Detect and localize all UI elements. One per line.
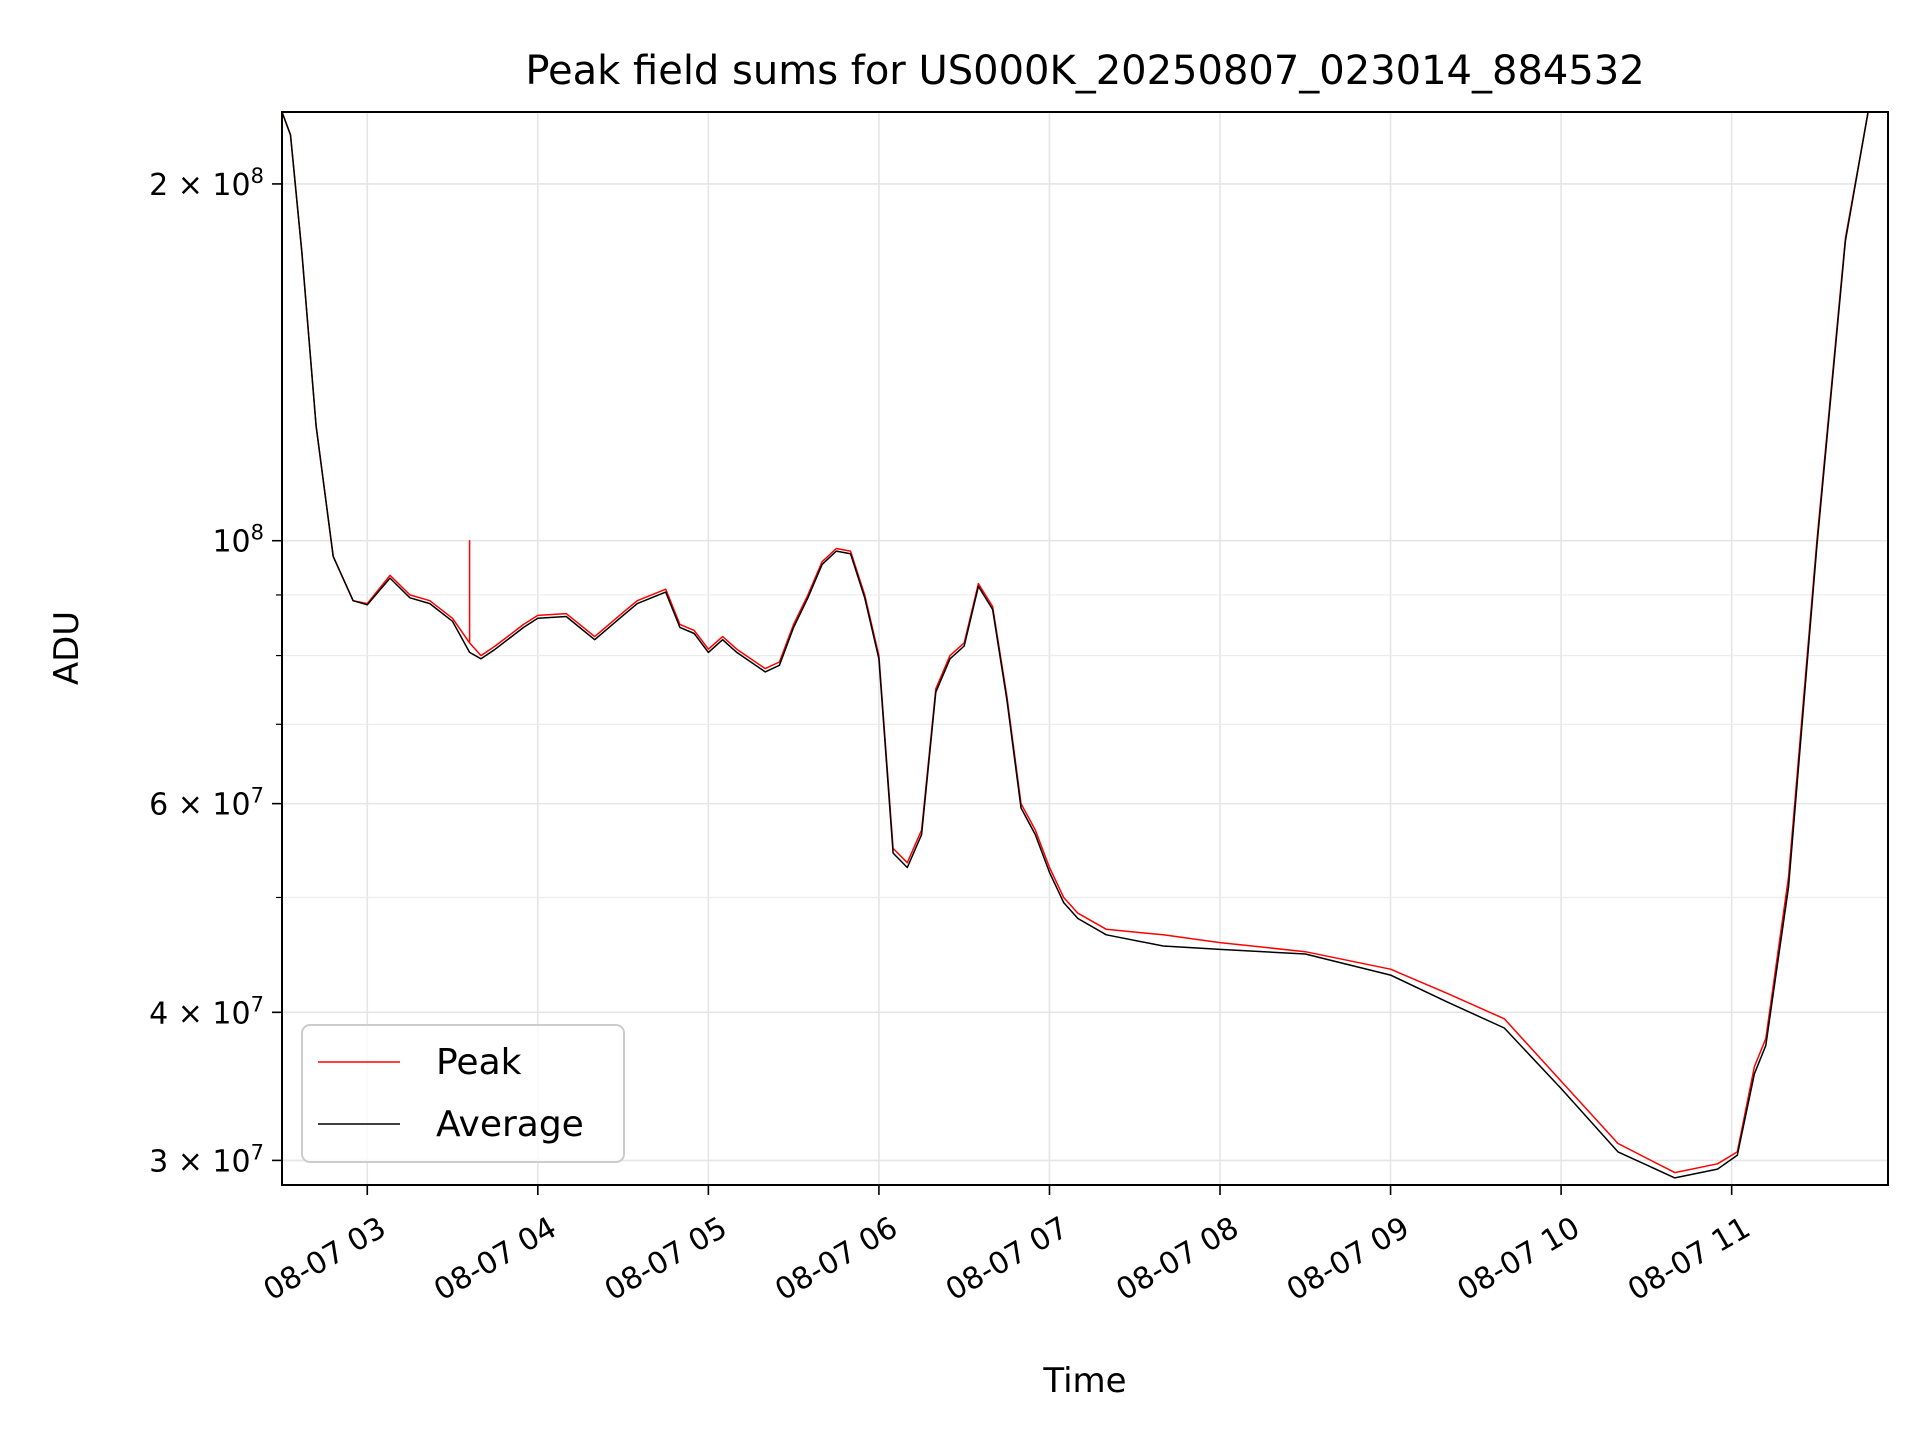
x-tick-label: 08-07 11	[1622, 1210, 1756, 1308]
x-tick-label: 08-07 03	[258, 1210, 392, 1308]
legend: Peak Average	[301, 1024, 625, 1163]
x-tick-label: 08-07 05	[599, 1210, 733, 1308]
chart-title: Peak field sums for US000K_20250807_0230…	[525, 48, 1644, 94]
x-tick-label: 08-07 10	[1452, 1210, 1586, 1308]
x-tick-label: 08-07 07	[940, 1210, 1074, 1308]
y-tick-label: 108	[212, 521, 264, 560]
x-tick-label: 08-07 06	[769, 1210, 903, 1308]
x-axis-ticks: 08-07 03 08-07 04 08-07 05 08-07 06 08-07 07…	[258, 1185, 1756, 1308]
series-line-average	[282, 112, 1888, 1179]
y-tick-label: 2 × 108	[149, 164, 264, 203]
legend-label-peak: Peak	[436, 1042, 522, 1083]
grid-lines	[282, 112, 1888, 1185]
legend-box	[301, 1024, 625, 1163]
series-line-peak	[282, 112, 1888, 1174]
y-axis-ticks: 2 × 108 108 6 × 107 4 × 107 3 × 107	[149, 164, 282, 1179]
y-tick-label: 3 × 107	[149, 1140, 264, 1179]
x-tick-label: 08-07 09	[1281, 1210, 1415, 1308]
x-tick-label: 08-07 04	[428, 1210, 562, 1308]
y-tick-label: 4 × 107	[149, 992, 264, 1031]
x-axis-title: Time	[1042, 1361, 1126, 1401]
legend-label-average: Average	[436, 1104, 584, 1145]
plot-frame	[281, 111, 1889, 1186]
plot-background	[282, 112, 1888, 1185]
series-lines	[282, 112, 1888, 1179]
y-axis-title: ADU	[47, 611, 87, 685]
y-tick-label: 6 × 107	[149, 784, 264, 823]
x-tick-label: 08-07 08	[1110, 1210, 1244, 1308]
